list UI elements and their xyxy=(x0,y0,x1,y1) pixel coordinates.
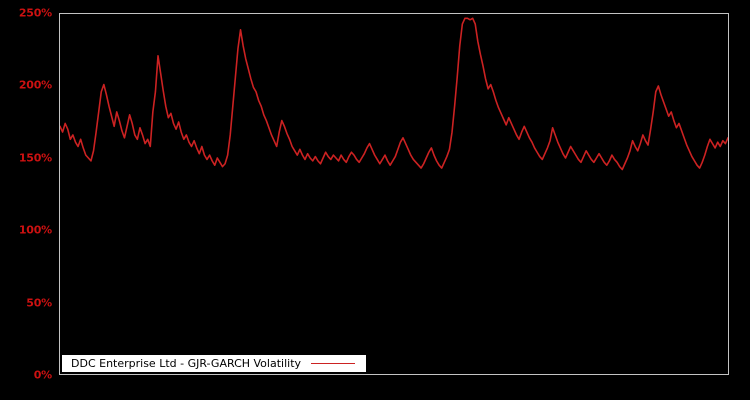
y-axis: 250% 200% 150% 100% 50% 0% xyxy=(0,0,56,400)
legend-label: DDC Enterprise Ltd - GJR-GARCH Volatilit… xyxy=(71,357,302,370)
y-tick-label: 50% xyxy=(26,296,52,310)
series-line-gjr-garch-volatility xyxy=(60,17,728,171)
y-tick-label: 250% xyxy=(18,6,52,20)
y-tick-label: 150% xyxy=(18,151,52,165)
volatility-line-chart xyxy=(60,17,728,171)
legend-line-swatch xyxy=(311,363,356,364)
y-tick-label: 100% xyxy=(18,223,52,237)
chart-legend: DDC Enterprise Ltd - GJR-GARCH Volatilit… xyxy=(62,355,367,372)
y-tick-label: 200% xyxy=(18,78,52,92)
y-tick-label: 0% xyxy=(33,368,52,382)
plot-area xyxy=(59,13,729,375)
